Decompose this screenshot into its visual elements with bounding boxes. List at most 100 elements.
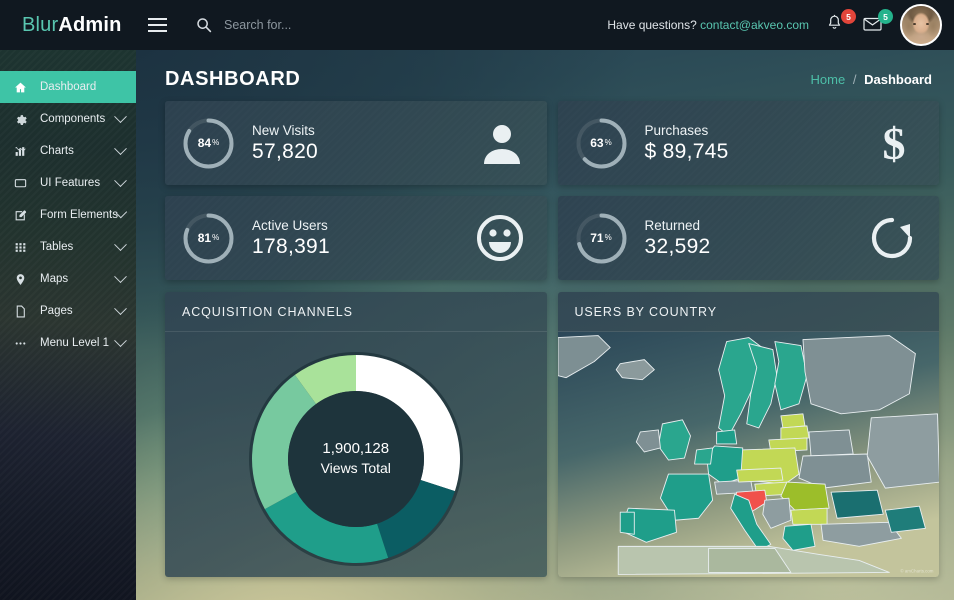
dashboard-grid: 84% New Visits 57,820 63% Purchases $ 89,745 $… xyxy=(136,101,954,280)
country-panel-title: USERS BY COUNTRY xyxy=(557,292,939,332)
brand-accent-text: Blur xyxy=(22,13,59,36)
stat-value: $ 89,745 xyxy=(644,139,729,163)
stat-card-purchases[interactable]: 63% Purchases $ 89,745 $ xyxy=(557,101,939,185)
panels-grid: ACQUISITION CHANNELS 1,900,128 Views Tot… xyxy=(136,280,954,577)
stat-text: Returned 32,592 xyxy=(645,218,711,259)
europe-choropleth-map[interactable]: © amCharts.com xyxy=(557,332,940,577)
sidebar-item-label: Menu Level 1 xyxy=(40,337,110,349)
sidebar-item-label: Dashboard xyxy=(40,81,97,93)
stat-card-active-users[interactable]: 81% Active Users 178,391 xyxy=(165,196,547,280)
notifications-button[interactable]: 5 xyxy=(826,9,856,36)
stat-label: New Visits xyxy=(252,122,315,138)
sidebar-item-charts[interactable]: Charts xyxy=(0,135,136,167)
map-attribution: © amCharts.com xyxy=(900,567,933,573)
map-svg[interactable]: © amCharts.com xyxy=(557,332,940,577)
breadcrumb-current: Dashboard xyxy=(864,72,932,87)
acquisition-channels-panel: ACQUISITION CHANNELS 1,900,128 Views Tot… xyxy=(165,292,547,577)
avatar[interactable] xyxy=(900,4,942,46)
envelope-icon[interactable] xyxy=(863,17,882,31)
progress-percent: 84% xyxy=(197,136,220,150)
topbar-right-group: Have questions? contact@akveo.com 5 5 xyxy=(607,4,954,46)
avatar-eye-right xyxy=(925,23,929,26)
progress-percent: 63% xyxy=(590,136,612,150)
smiley-icon xyxy=(475,213,525,263)
chevron-down-icon[interactable] xyxy=(114,173,127,187)
contact-email-link[interactable]: contact@akveo.com xyxy=(700,18,809,32)
top-navigation-bar: BlurAdmin Have questions? contact@akveo.… xyxy=(0,0,954,50)
avatar-eye-left xyxy=(913,23,917,26)
donut-hole xyxy=(287,390,424,527)
users-by-country-panel: USERS BY COUNTRY xyxy=(557,292,940,577)
stat-card-returned[interactable]: 71% Returned 32,592 xyxy=(557,196,939,280)
breadcrumb: Home / Dashboard xyxy=(811,72,932,87)
sidebar-item-dashboard[interactable]: Dashboard xyxy=(0,71,136,103)
sidebar-item-label: Pages xyxy=(40,305,73,317)
main-content: DASHBOARD Home / Dashboard 84% New Visits… xyxy=(136,50,954,600)
sidebar: Dashboard Components Charts UI Features Form… xyxy=(0,50,136,600)
sidebar-item-label: Form Elements xyxy=(40,209,118,221)
search-icon[interactable] xyxy=(196,17,212,33)
chevron-down-icon[interactable] xyxy=(114,301,127,315)
stat-text: Purchases $ 89,745 xyxy=(645,123,729,164)
stat-label: Active Users xyxy=(252,217,328,233)
progress-percent: 71% xyxy=(590,231,612,245)
table-icon xyxy=(14,241,32,254)
ellipsis-icon xyxy=(14,337,32,350)
chevron-down-icon[interactable] xyxy=(114,141,127,155)
donut-segment-referral[interactable] xyxy=(376,479,455,558)
donut-segment-email[interactable] xyxy=(294,354,356,404)
progress-ring: 84% xyxy=(181,116,236,171)
sidebar-item-label: Components xyxy=(40,113,106,125)
chevron-down-icon[interactable] xyxy=(114,333,127,347)
window-icon xyxy=(14,177,32,190)
progress-ring: 71% xyxy=(574,211,629,266)
user-icon xyxy=(479,120,525,166)
file-icon xyxy=(14,305,32,318)
messages-button[interactable]: 5 xyxy=(863,9,893,36)
donut-segment-social[interactable] xyxy=(251,374,316,509)
donut-segment-direct[interactable] xyxy=(355,354,460,491)
notifications-badge: 5 xyxy=(841,9,856,24)
donut-segment-organic-search[interactable] xyxy=(264,491,388,563)
stat-label: Purchases xyxy=(644,122,709,138)
hamburger-icon[interactable] xyxy=(140,8,174,42)
search-box[interactable] xyxy=(196,17,424,33)
breadcrumb-home-link[interactable]: Home xyxy=(810,72,846,87)
brand-logo[interactable]: BlurAdmin xyxy=(0,14,136,37)
sidebar-item-ui-features[interactable]: UI Features xyxy=(0,167,136,199)
chevron-down-icon[interactable] xyxy=(114,269,127,283)
progress-ring: 81% xyxy=(181,211,236,266)
gear-icon xyxy=(14,113,32,126)
sidebar-item-label: Charts xyxy=(40,145,74,157)
stat-card-new-visits[interactable]: 84% New Visits 57,820 xyxy=(165,101,547,185)
home-icon xyxy=(14,81,32,94)
brand-main-text: Admin xyxy=(58,13,122,36)
search-input[interactable] xyxy=(224,18,424,32)
pin-icon xyxy=(14,273,32,286)
country-map-body: © amCharts.com xyxy=(557,332,940,577)
chevron-down-icon[interactable] xyxy=(114,237,127,251)
acquisition-panel-title: ACQUISITION CHANNELS xyxy=(165,292,547,332)
sidebar-item-label: Maps xyxy=(40,273,69,285)
sidebar-item-components[interactable]: Components xyxy=(0,103,136,135)
page-header: DASHBOARD Home / Dashboard xyxy=(136,50,954,101)
sidebar-item-tables[interactable]: Tables xyxy=(0,231,136,263)
acquisition-donut-chart[interactable] xyxy=(242,345,470,573)
avatar-image xyxy=(902,6,940,44)
progress-percent: 81% xyxy=(197,231,220,245)
sidebar-item-menu-level-1[interactable]: Menu Level 1 xyxy=(0,327,136,359)
acquisition-chart-body: 1,900,128 Views Total xyxy=(165,332,547,577)
bell-icon[interactable] xyxy=(826,14,843,32)
chevron-down-icon[interactable] xyxy=(114,109,127,123)
sidebar-item-pages[interactable]: Pages xyxy=(0,295,136,327)
stat-text: New Visits 57,820 xyxy=(252,123,318,164)
progress-ring: 63% xyxy=(574,116,629,171)
sidebar-top-spacer xyxy=(0,50,136,71)
sidebar-item-form-elements[interactable]: Form Elements xyxy=(0,199,136,231)
questions-label: Have questions? xyxy=(607,18,697,32)
sidebar-menu: Dashboard Components Charts UI Features Form… xyxy=(0,71,136,359)
refresh-icon xyxy=(867,213,917,263)
stat-value: 178,391 xyxy=(252,234,331,258)
sidebar-item-maps[interactable]: Maps xyxy=(0,263,136,295)
